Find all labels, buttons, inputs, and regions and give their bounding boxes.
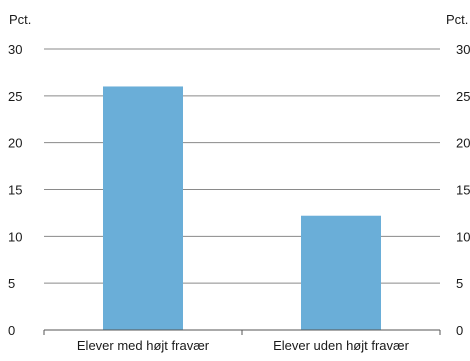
bar xyxy=(103,86,183,330)
bar xyxy=(301,215,381,330)
left-y-tick-label: 5 xyxy=(8,276,15,291)
right-y-tick-label: 20 xyxy=(456,136,470,151)
left-y-tick-label: 25 xyxy=(8,89,22,104)
left-y-tick-label: 20 xyxy=(8,136,22,151)
bars xyxy=(103,86,381,330)
x-category-label: Elever med højt fravær xyxy=(77,338,210,353)
right-y-tick-label: 5 xyxy=(456,276,463,291)
right-y-tick-label: 0 xyxy=(456,323,463,338)
right-y-tick-label: 30 xyxy=(456,42,470,57)
axes xyxy=(43,329,441,335)
left-y-tick-label: 15 xyxy=(8,183,22,198)
left-y-tick-label: 0 xyxy=(8,323,15,338)
x-category-label: Elever uden højt fravær xyxy=(273,338,410,353)
right-y-tick-label: 15 xyxy=(456,183,470,198)
right-axis-unit-label: Pct. xyxy=(446,12,468,27)
axis-labels: Pct. Pct. 0 0 5 5 10 10 15 15 20 20 25 25 30 30 Elever… xyxy=(8,12,470,353)
left-y-tick-label: 10 xyxy=(8,229,22,244)
left-axis-unit-label: Pct. xyxy=(9,12,31,27)
left-y-tick-label: 30 xyxy=(8,42,22,57)
right-y-tick-label: 10 xyxy=(456,229,470,244)
right-y-tick-label: 25 xyxy=(456,89,470,104)
